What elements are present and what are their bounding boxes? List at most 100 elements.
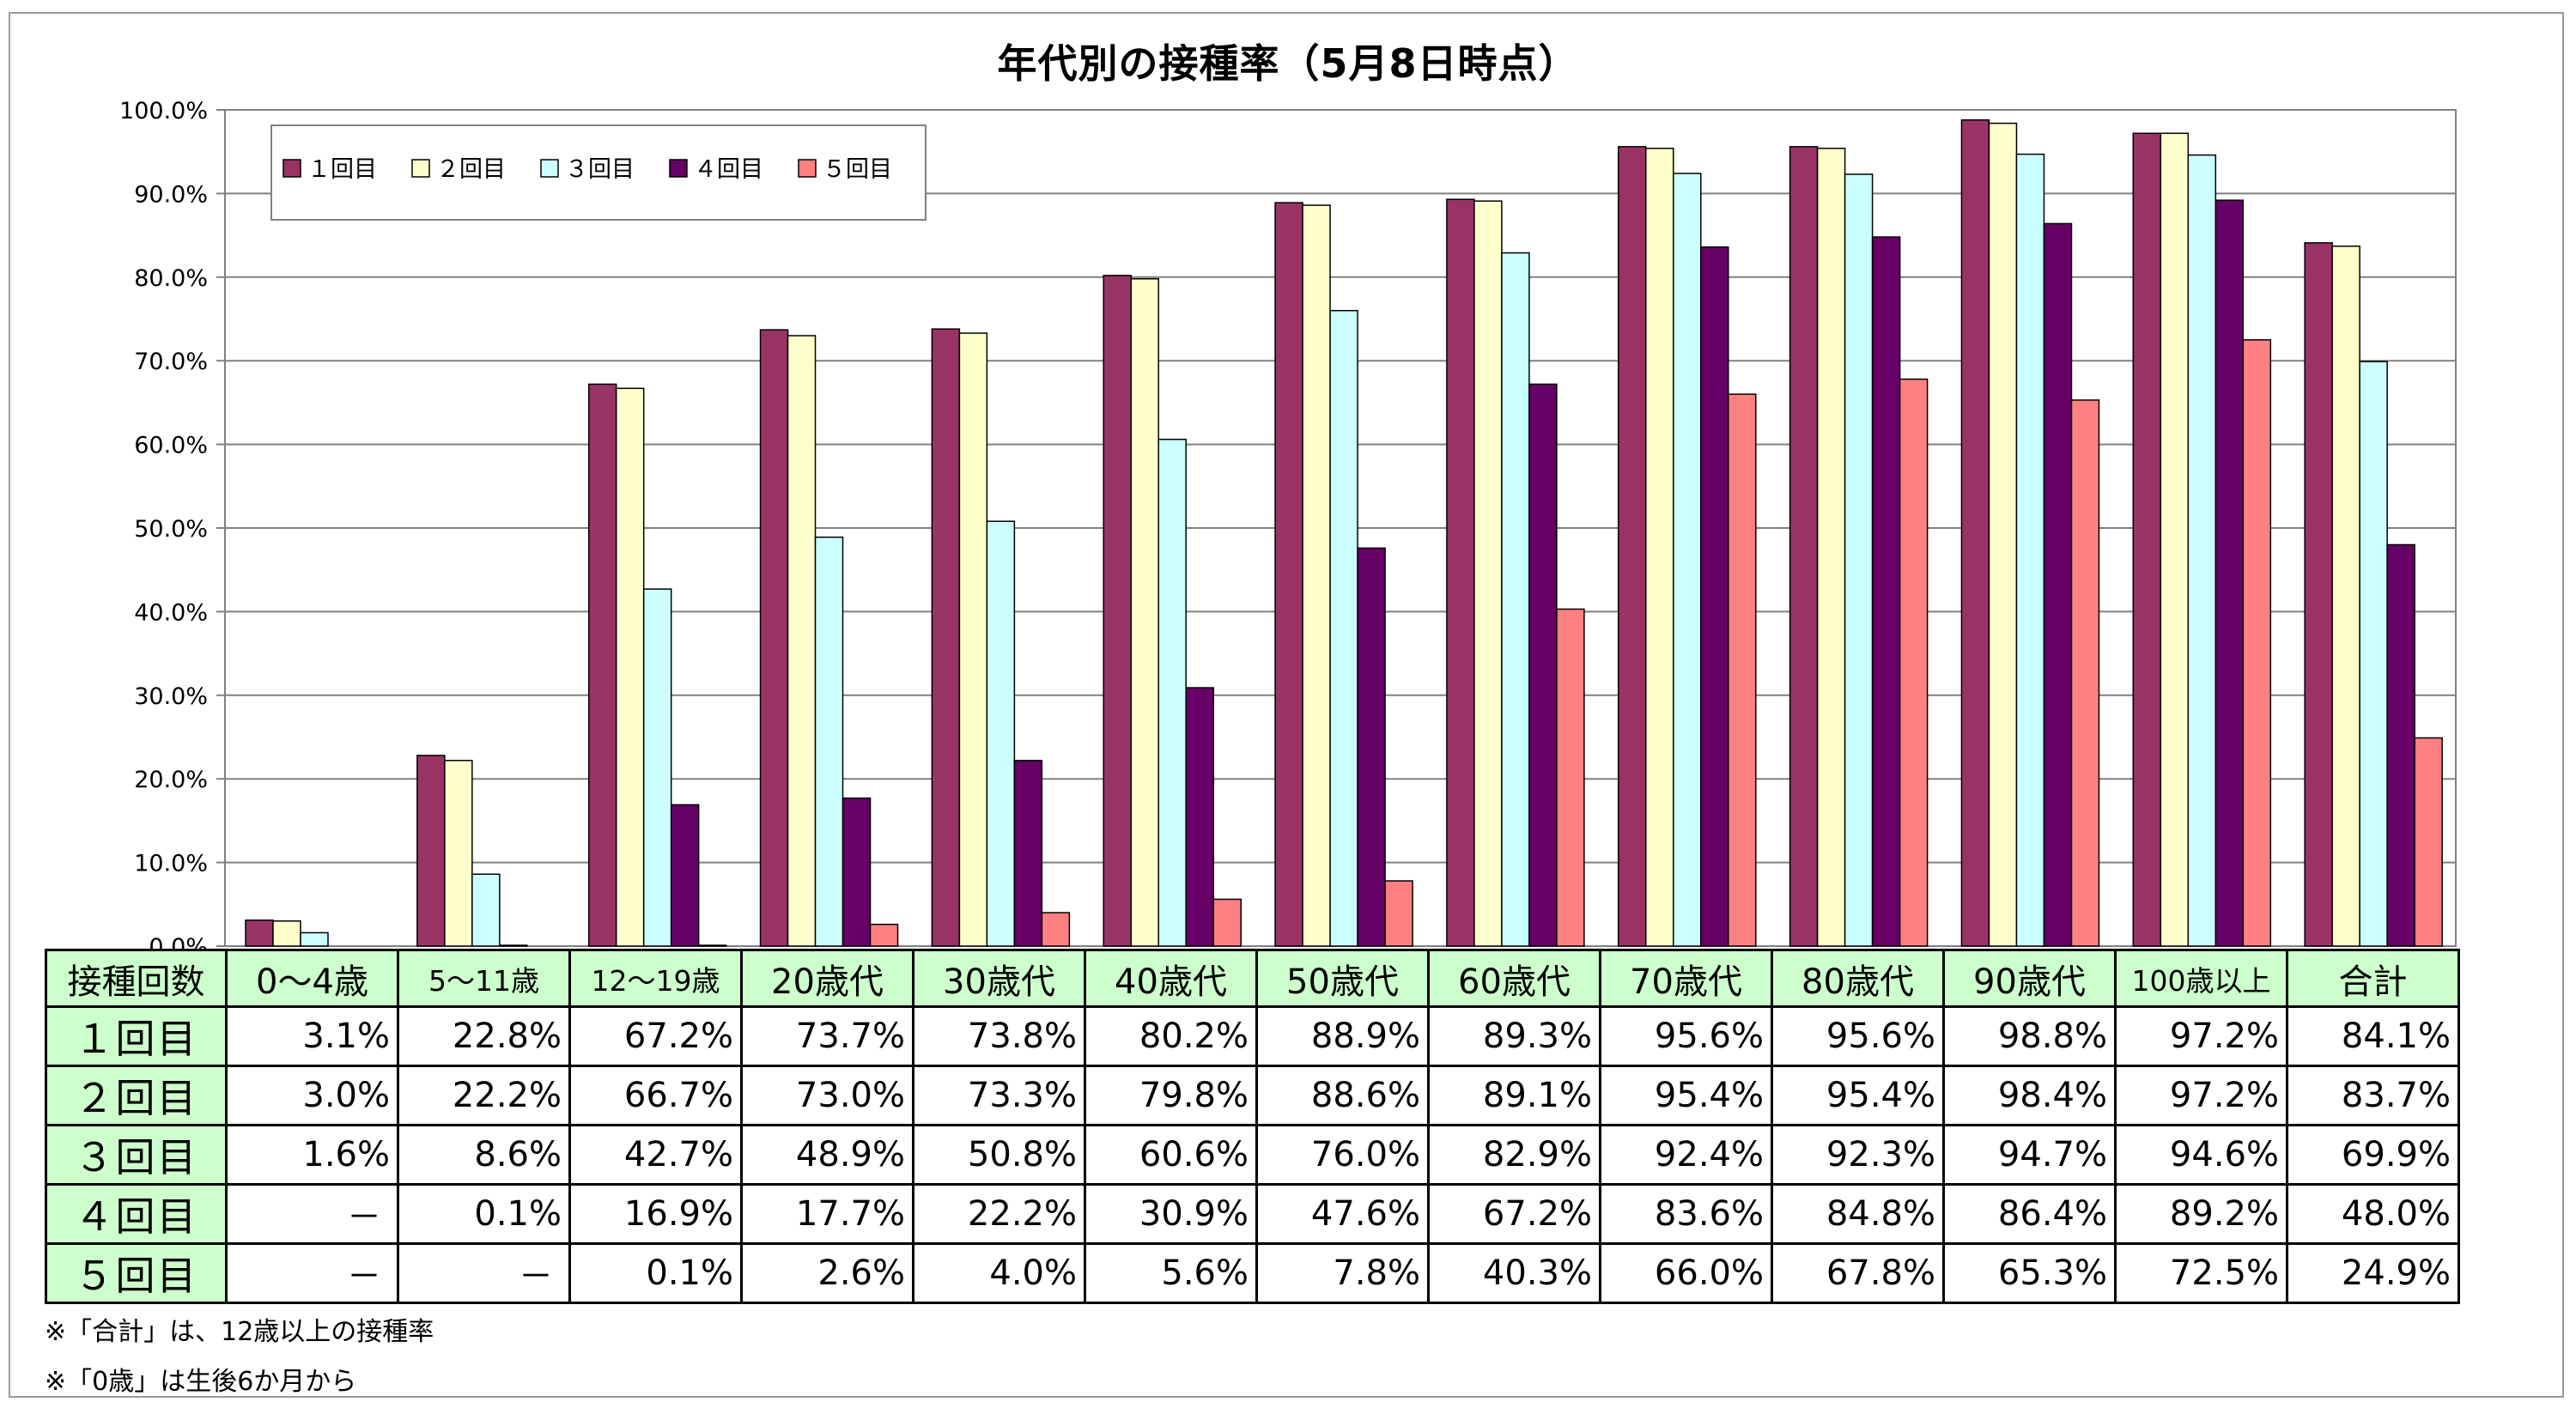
table-row-label: １回目 [45, 1005, 228, 1067]
table-column-header: 80歳代 [1771, 949, 1945, 1008]
bar [2242, 339, 2272, 947]
table-cell: 92.4% [1599, 1124, 1773, 1186]
legend-label: ３回目 [565, 156, 635, 183]
table-column-header: 合計 [2286, 949, 2460, 1008]
note-total: ※「合計」は、12歳以上の接種率 [45, 1317, 434, 1347]
table-cell: 92.3% [1771, 1124, 1945, 1186]
table-cell: 79.8% [1084, 1065, 1258, 1126]
bar [2386, 543, 2415, 947]
table-cell: 97.2% [2114, 1005, 2288, 1067]
table-cell: 40.3% [1427, 1242, 1601, 1304]
bar [2304, 242, 2333, 947]
table-cell: 22.2% [912, 1183, 1086, 1245]
bar [1103, 275, 1132, 947]
y-tick-label: 30.0% [134, 683, 208, 710]
y-tick-label: 50.0% [134, 516, 208, 543]
table-cell: 67.2% [1427, 1183, 1601, 1245]
bar [272, 920, 301, 947]
bar [787, 335, 817, 947]
bar [1384, 880, 1413, 947]
table-cell: 97.2% [2114, 1065, 2288, 1126]
table-cell: 72.5% [2114, 1242, 2288, 1304]
table-cell: 84.1% [2286, 1005, 2460, 1067]
bar [1700, 246, 1729, 947]
table-cell: 0.1% [397, 1183, 571, 1245]
table-column-header: 12～19歳 [568, 949, 743, 1008]
table-cell: 22.8% [397, 1005, 571, 1067]
table-cell: 86.4% [1942, 1183, 2117, 1245]
table-cell: 94.6% [2114, 1124, 2288, 1186]
table-cell: 1.6% [225, 1124, 399, 1186]
y-tick-label: 10.0% [134, 851, 208, 877]
table-row: ５回目－－ 0.1% 2.6% 4.0% 5.6% 7.8% 40.3% 66.0% 67.8%… [45, 1242, 2460, 1304]
table-cell: 95.6% [1599, 1005, 1773, 1067]
table-column-header: 5～11歳 [397, 949, 571, 1008]
table-cell: 73.0% [740, 1065, 914, 1126]
table-column-header: 60歳代 [1427, 949, 1601, 1008]
bar [1157, 439, 1187, 947]
legend: １回目 ２回目 ３回目 ４回目 ５回目 [270, 124, 927, 221]
table-cell: 50.8% [912, 1124, 1086, 1186]
chart-title: 年代別の接種率（5月8日時点） [997, 40, 1579, 87]
legend-swatch [669, 159, 688, 178]
table-cell: 22.2% [397, 1065, 571, 1126]
table-row-label: ３回目 [45, 1124, 228, 1186]
bar [1556, 608, 1585, 947]
table-cell: 73.3% [912, 1065, 1086, 1126]
table-cell: 67.2% [568, 1005, 743, 1067]
bar [1528, 383, 1558, 947]
table-cell: 5.6% [1084, 1242, 1258, 1304]
bar [2414, 737, 2443, 947]
bar [2160, 132, 2190, 947]
table-cell: 7.8% [1255, 1242, 1430, 1304]
table-column-header: 30歳代 [912, 949, 1086, 1008]
bar [2359, 361, 2388, 947]
table-cell: 2.6% [740, 1242, 914, 1304]
y-tick-label: 70.0% [134, 349, 208, 375]
bar [300, 932, 329, 947]
bar [670, 804, 700, 947]
table-cell: 89.2% [2114, 1183, 2288, 1245]
table-cell: 17.7% [740, 1183, 914, 1245]
table-cell: 95.4% [1599, 1065, 1773, 1126]
y-tick-label: 40.0% [134, 599, 208, 626]
table-cell: 0.1% [568, 1242, 743, 1304]
table-cell: － [397, 1242, 571, 1304]
table-cell: 88.9% [1255, 1005, 1430, 1067]
table-row-label: ４回目 [45, 1183, 228, 1245]
bar [1816, 148, 1846, 947]
data-table: 接種回数 0～4歳 5～11歳 12～19歳 20歳代 30歳代 40歳代 50歳代 60歳代 7… [45, 949, 2460, 1304]
legend-label: ２回目 [436, 156, 506, 183]
bar [1844, 173, 1874, 947]
bar [697, 944, 727, 947]
bar [1212, 898, 1242, 947]
bar [1357, 547, 1386, 947]
table-cell: 65.3% [1942, 1242, 2117, 1304]
table-cell: 67.8% [1771, 1242, 1945, 1304]
bar [1871, 236, 1901, 947]
table-cell: 94.7% [1942, 1124, 2117, 1186]
bar [416, 755, 446, 947]
bar [1728, 393, 1757, 947]
table-row: １回目 3.1% 22.8% 67.2% 73.7% 73.8% 80.2% 88.9% 89.… [45, 1005, 2460, 1067]
table-cell: 48.9% [740, 1124, 914, 1186]
bar [1618, 146, 1647, 947]
bar [615, 387, 645, 947]
legend-swatch [798, 159, 817, 178]
table-cell: 24.9% [2286, 1242, 2460, 1304]
table-cell: 83.7% [2286, 1065, 2460, 1126]
table-cell: 88.6% [1255, 1065, 1430, 1126]
bar [245, 919, 274, 947]
table-cell: 3.1% [225, 1005, 399, 1067]
table-cell: 60.6% [1084, 1124, 1258, 1186]
table-column-header: 20歳代 [740, 949, 914, 1008]
table-cell: 4.0% [912, 1242, 1086, 1304]
bar [1645, 148, 1674, 947]
bar [1501, 252, 1530, 947]
bar [759, 329, 789, 947]
table-cell: 95.6% [1771, 1005, 1945, 1067]
bar [1013, 760, 1043, 947]
table-column-header: 100歳以上 [2114, 949, 2288, 1008]
table-cell: 89.3% [1427, 1005, 1601, 1067]
table-cell: 82.9% [1427, 1124, 1601, 1186]
